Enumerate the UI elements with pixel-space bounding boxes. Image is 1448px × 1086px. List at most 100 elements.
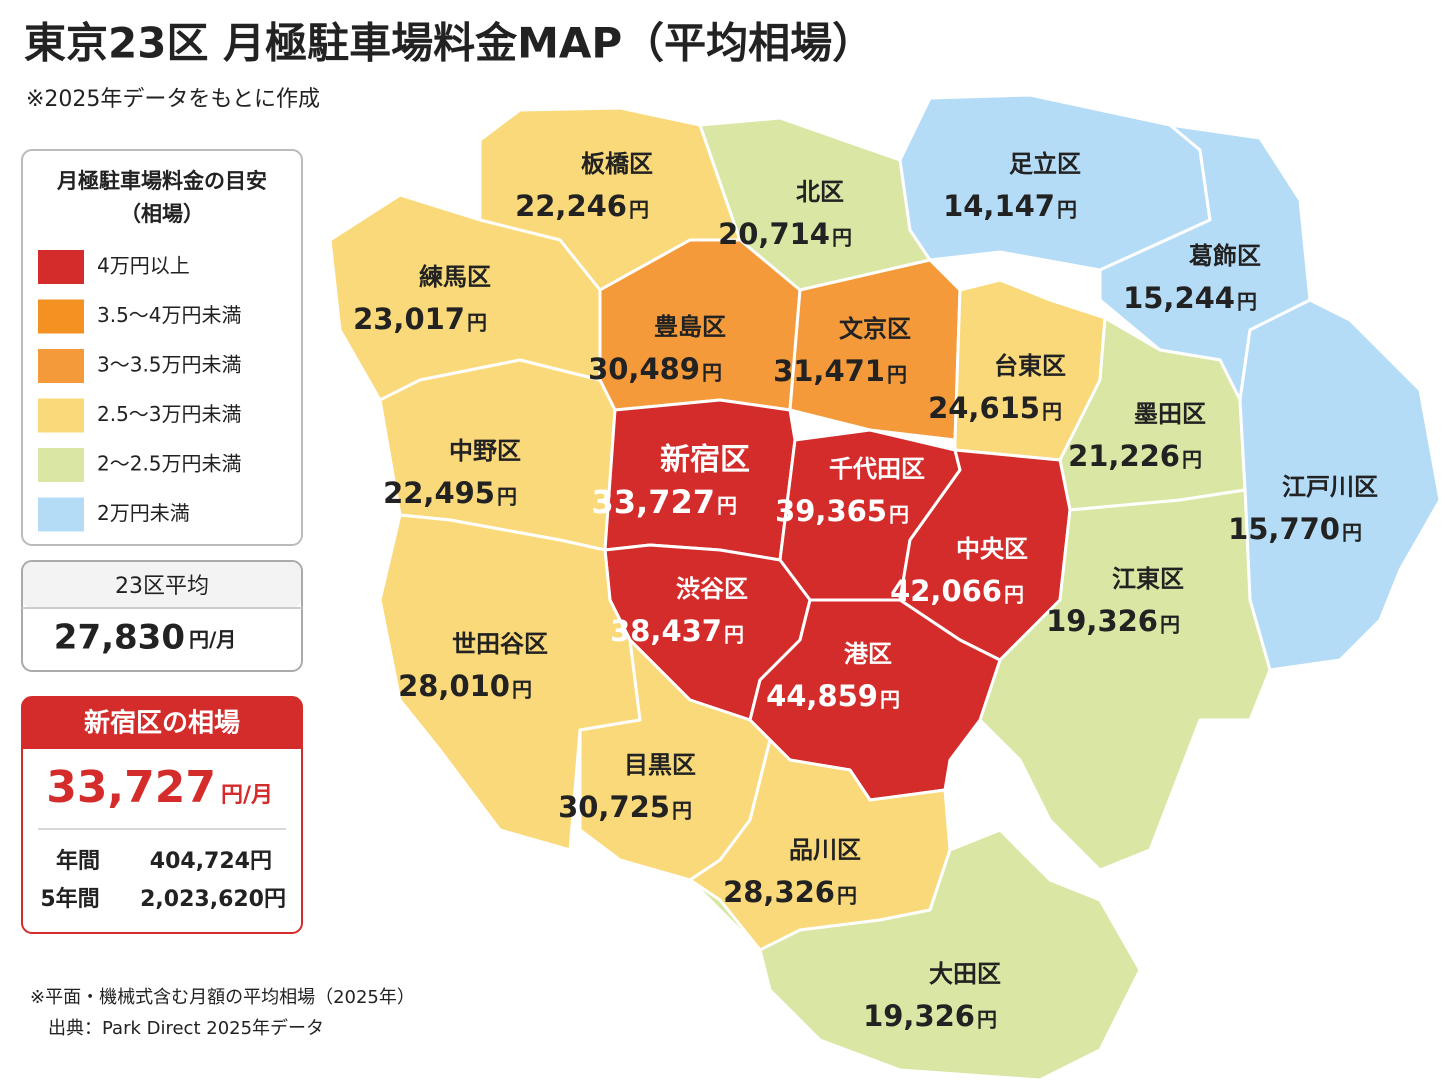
legend-label: 2万円未満	[97, 501, 190, 525]
highlight-value: 33,727	[46, 762, 216, 813]
district-name: 新宿区	[660, 443, 750, 478]
district-name: 品川区	[789, 836, 861, 864]
district-area	[603, 398, 797, 562]
district-price: 38,437	[610, 614, 722, 648]
district-unit: 円	[672, 799, 692, 823]
district-unit: 円	[467, 311, 487, 335]
district-unit: 円	[1237, 290, 1257, 314]
footnote: ※平面・機械式含む月額の平均相場（2025年）	[30, 987, 415, 1008]
district-name: 文京区	[839, 315, 911, 343]
district-name: 台東区	[994, 352, 1066, 380]
district-unit: 円	[1004, 583, 1024, 607]
district-unit: 円	[497, 485, 517, 509]
legend-title: 月極駐車場料金の目安	[56, 169, 267, 193]
district-name: 中央区	[956, 535, 1028, 563]
district-name: 板橋区	[581, 150, 653, 178]
district-price: 30,489	[588, 352, 700, 386]
legend-label: 2〜2.5万円未満	[97, 452, 242, 476]
district-name: 足立区	[1009, 150, 1081, 178]
legend-swatch	[38, 448, 84, 482]
legend-label: 4万円以上	[97, 254, 190, 278]
district-price: 44,859	[766, 679, 878, 713]
district-name: 世田谷区	[452, 630, 548, 658]
legend-swatch	[38, 299, 84, 334]
legend-panel	[21, 149, 303, 546]
district-price: 39,365	[775, 494, 887, 528]
district-unit: 円	[512, 678, 532, 702]
district-unit: 円	[977, 1008, 997, 1032]
average-unit: 円/月	[189, 628, 236, 652]
district-unit: 円	[887, 363, 907, 387]
district-price: 22,495	[383, 476, 495, 510]
legend-label: 2.5〜3万円未満	[97, 402, 242, 426]
row-label: 年間	[56, 848, 100, 874]
district-price: 15,244	[1123, 281, 1235, 315]
legend-swatch	[38, 250, 84, 284]
district-price: 28,010	[398, 669, 510, 703]
subtitle: ※2025年データをもとに作成	[26, 87, 320, 112]
title: 東京23区 月極駐車場料金MAP（平均相場）	[24, 19, 874, 68]
highlight-header	[22, 697, 302, 749]
district-price: 24,615	[928, 391, 1040, 425]
district-name: 北区	[796, 178, 844, 206]
district-price: 42,066	[890, 574, 1002, 608]
district-area	[978, 488, 1272, 872]
average-value: 27,830	[54, 618, 185, 658]
district-unit: 円	[702, 361, 722, 385]
average-header	[23, 562, 301, 608]
district-unit: 円	[1342, 521, 1362, 545]
district-unit: 円	[717, 494, 737, 518]
district-name: 墨田区	[1134, 400, 1206, 428]
highlight-title: 新宿区の相場	[84, 708, 240, 739]
district-price: 22,246	[515, 189, 627, 223]
row-label: 5年間	[40, 886, 99, 912]
district-price: 21,226	[1068, 439, 1180, 473]
highlight-unit: 円/月	[221, 783, 273, 808]
district-name: 渋谷区	[676, 575, 748, 603]
row-value: 2,023,620円	[140, 887, 286, 912]
district-unit: 円	[724, 623, 744, 647]
district-price: 19,326	[1046, 604, 1158, 638]
row-value: 404,724円	[150, 849, 272, 874]
district-name: 目黒区	[624, 751, 696, 779]
district-price: 33,727	[592, 483, 715, 521]
district-price: 14,147	[943, 189, 1055, 223]
district-unit: 円	[1182, 448, 1202, 472]
district-name: 葛飾区	[1189, 242, 1261, 270]
average-label: 23区平均	[115, 574, 209, 599]
legend-swatch	[38, 497, 84, 532]
district-name: 港区	[844, 640, 892, 668]
legend-label: 3〜3.5万円未満	[97, 353, 242, 377]
legend-label: 3.5〜4万円未満	[97, 303, 242, 327]
district-unit: 円	[880, 688, 900, 712]
district-unit: 円	[832, 226, 852, 250]
district-name: 江東区	[1112, 565, 1184, 593]
district-unit: 円	[837, 884, 857, 908]
district-unit: 円	[889, 503, 909, 527]
district-price: 19,326	[863, 999, 975, 1033]
district-price: 20,714	[718, 217, 830, 251]
district-name: 大田区	[929, 960, 1001, 988]
legend-swatch	[38, 349, 84, 383]
legend-swatch	[38, 398, 84, 433]
district-name: 練馬区	[419, 263, 491, 291]
legend: 4万円以上 3.5〜4万円未満 3〜3.5万円未満 2.5〜3万円未満 2〜2.5万円未…	[38, 250, 242, 532]
district-name: 江戸川区	[1282, 473, 1378, 501]
district-price: 28,326	[723, 875, 835, 909]
district-name: 千代田区	[829, 455, 925, 483]
footnote: 出典：Park Direct 2025年データ	[48, 1018, 324, 1039]
district-name: 豊島区	[654, 313, 726, 341]
district-price: 30,725	[558, 790, 670, 824]
legend-title: （相場）	[120, 202, 204, 226]
district-unit: 円	[1042, 400, 1062, 424]
district-area	[688, 828, 1142, 1082]
district-price: 23,017	[353, 302, 465, 336]
district-unit: 円	[1160, 613, 1180, 637]
district-unit: 円	[1057, 198, 1077, 222]
district-name: 中野区	[449, 437, 521, 465]
district-price: 15,770	[1228, 512, 1340, 546]
district-price: 31,471	[773, 354, 885, 388]
district-unit: 円	[629, 198, 649, 222]
